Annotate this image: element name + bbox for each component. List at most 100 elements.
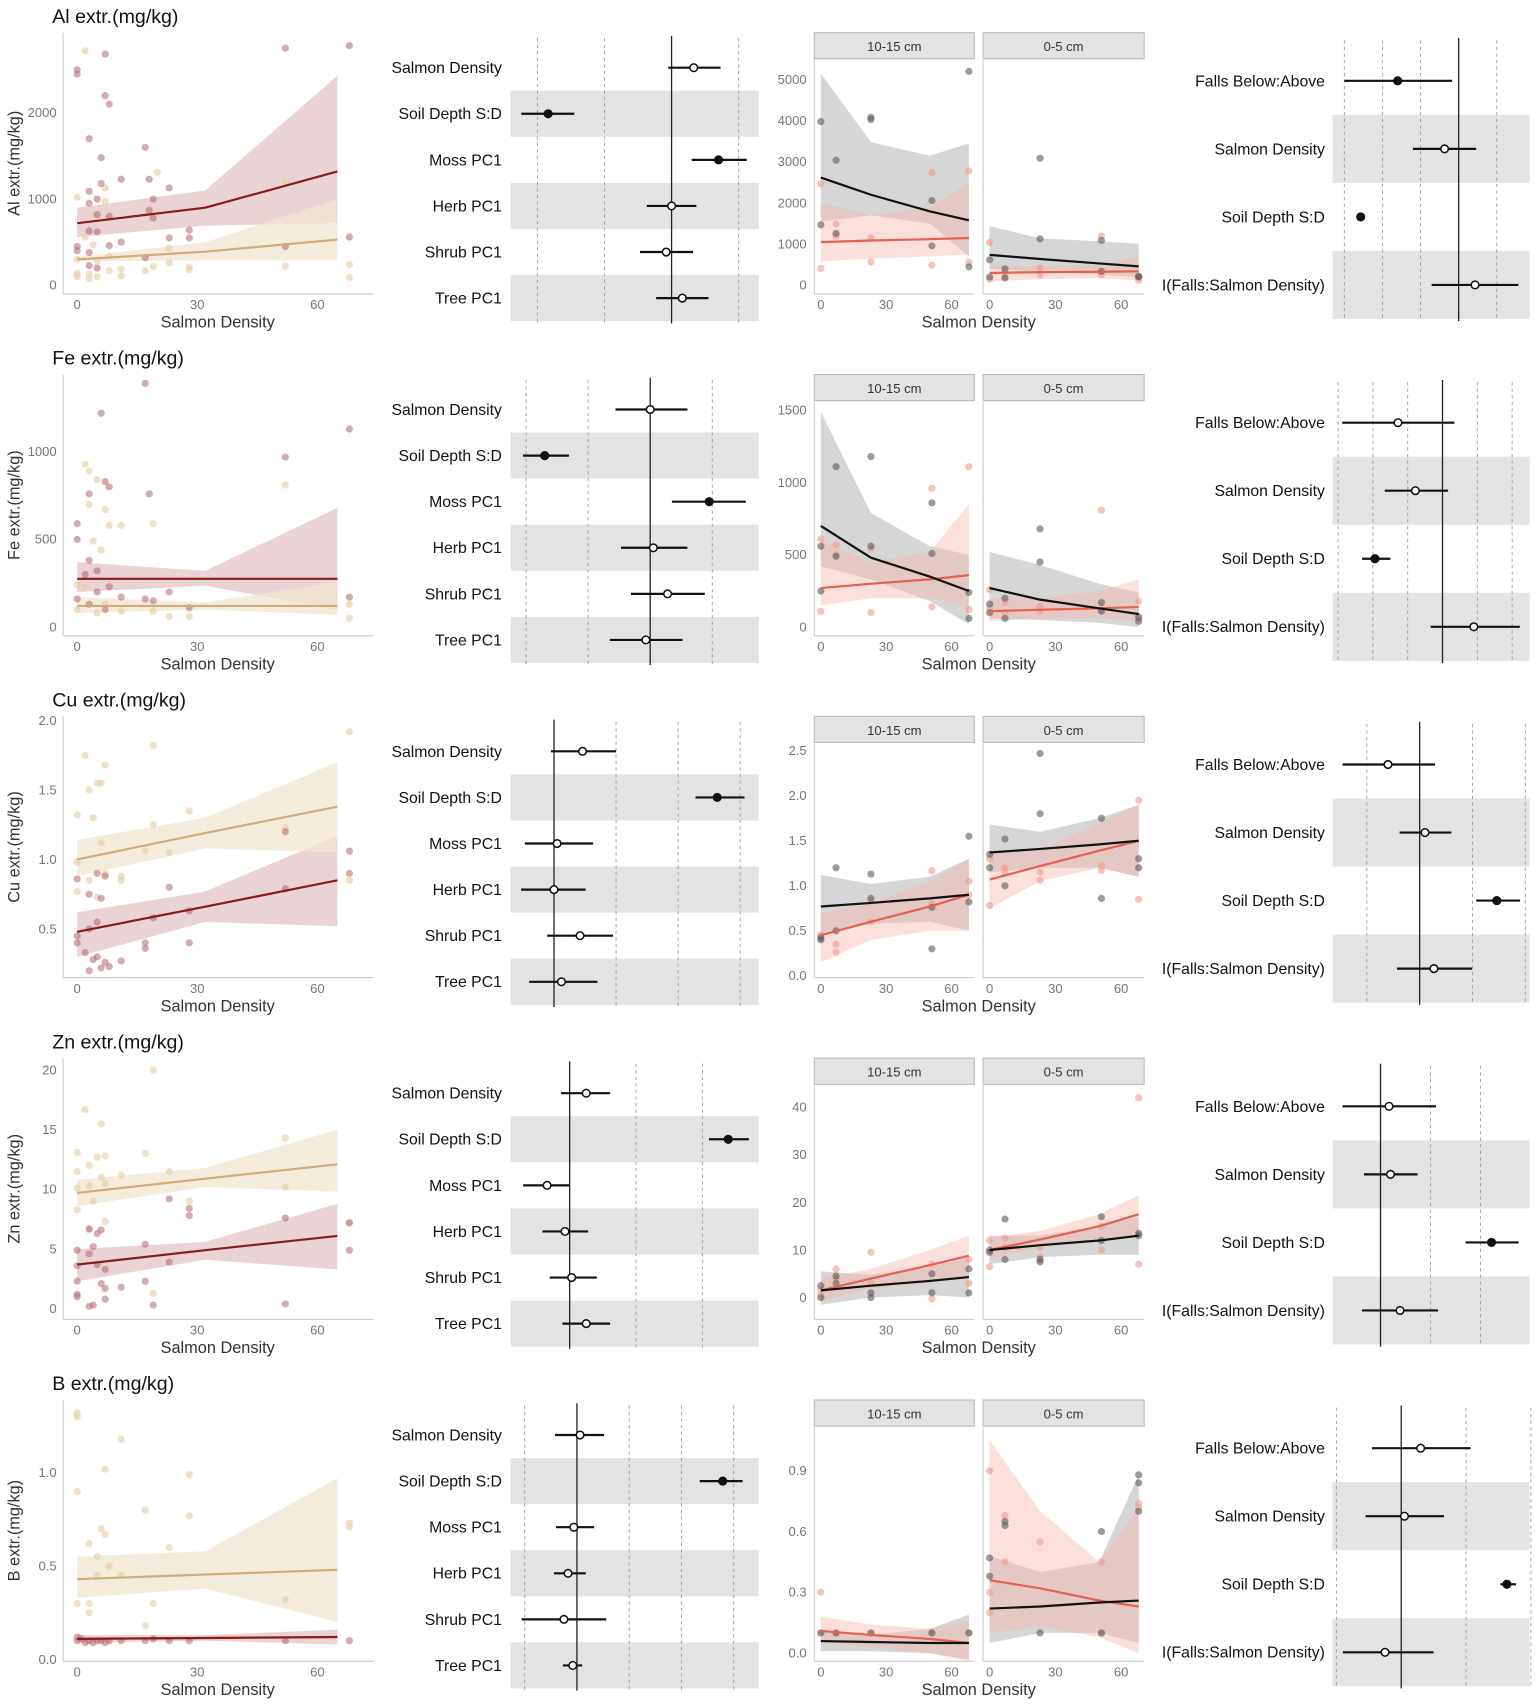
point-tan bbox=[117, 1435, 125, 1443]
point-tan bbox=[165, 259, 173, 267]
estimate-point bbox=[559, 1614, 569, 1624]
fit-line-tan bbox=[76, 805, 338, 861]
x-tick-label: 0 bbox=[74, 1323, 81, 1338]
point-pink bbox=[986, 1588, 994, 1596]
facet-strip-label: 0-5 cm bbox=[1044, 723, 1084, 738]
x-tick-label: 30 bbox=[190, 1323, 205, 1338]
facet-strip bbox=[982, 1399, 1145, 1427]
estimate-point bbox=[569, 1522, 579, 1532]
point-grey bbox=[1001, 882, 1009, 890]
y-tick-label: 3000 bbox=[778, 154, 807, 169]
y-tick-label: 5 bbox=[49, 1241, 56, 1256]
y-tick-label: 10 bbox=[42, 1182, 57, 1197]
x-axis-label: Salmon Density bbox=[161, 1681, 276, 1699]
point-tan bbox=[81, 47, 89, 55]
point-tan bbox=[73, 1184, 81, 1192]
fit-line-tan bbox=[77, 238, 338, 261]
estimate-point bbox=[641, 635, 651, 645]
point-tan bbox=[345, 614, 353, 622]
ribbon-salmon bbox=[820, 504, 969, 609]
x-tick-label: 60 bbox=[944, 297, 959, 312]
estimate-point bbox=[661, 247, 671, 257]
x-tick-label: 60 bbox=[310, 981, 325, 996]
point-red bbox=[185, 1212, 193, 1220]
facet-strip bbox=[813, 373, 975, 402]
term-label: Soil Depth S:D bbox=[1221, 893, 1324, 910]
point-red bbox=[141, 379, 149, 388]
point-grey bbox=[867, 453, 875, 461]
estimate-point bbox=[575, 931, 585, 941]
estimate-point bbox=[1492, 896, 1502, 906]
point-grey bbox=[965, 1289, 973, 1297]
term-label: Herb PC1 bbox=[433, 1224, 502, 1241]
x-tick-label: 0 bbox=[986, 981, 993, 996]
term-label: Herb PC1 bbox=[433, 198, 502, 215]
y-axis-label: Fe extr.(mg/kg) bbox=[6, 450, 24, 560]
estimate-point bbox=[549, 885, 559, 895]
point-tan bbox=[73, 1148, 81, 1157]
point-red bbox=[105, 583, 113, 591]
fit-line-red bbox=[77, 1234, 338, 1266]
x-tick-label: 0 bbox=[74, 1665, 81, 1680]
row-0: Al extr.(mg/kg) 0 1000 2000 0 30 60 Salmon Dens… bbox=[6, 6, 1530, 332]
fit-line-red bbox=[77, 170, 338, 225]
point-grey bbox=[1001, 835, 1009, 843]
term-label: Salmon Density bbox=[391, 1086, 502, 1103]
point-red bbox=[281, 1214, 289, 1222]
term-label: Falls Below:Above bbox=[1195, 1441, 1325, 1458]
point-grey bbox=[1097, 814, 1106, 822]
point-grey bbox=[928, 1289, 936, 1297]
y-axis-label: B extr.(mg/kg) bbox=[6, 1480, 24, 1582]
point-red bbox=[85, 135, 93, 143]
x-tick-label: 60 bbox=[310, 1665, 325, 1680]
point-grey bbox=[1135, 1479, 1143, 1487]
point-pink bbox=[965, 1255, 973, 1264]
point-pink bbox=[928, 261, 936, 269]
y-tick-label: 0.6 bbox=[789, 1524, 807, 1539]
point-pink bbox=[1036, 876, 1044, 884]
point-grey bbox=[965, 263, 973, 271]
point-tan bbox=[281, 1183, 289, 1191]
point-red bbox=[185, 939, 193, 947]
y-tick-label: 10 bbox=[792, 1242, 807, 1257]
fit-line-black bbox=[820, 893, 969, 908]
point-grey bbox=[817, 587, 825, 595]
term-label: Soil Depth S:D bbox=[1221, 1235, 1324, 1252]
point-red bbox=[101, 477, 109, 486]
point-red bbox=[345, 425, 353, 433]
x-tick-label: 60 bbox=[1114, 1665, 1129, 1680]
point-pink bbox=[965, 463, 973, 471]
x-tick-label: 60 bbox=[1114, 1323, 1129, 1338]
point-red bbox=[73, 247, 81, 255]
fit-line-black bbox=[989, 1599, 1139, 1610]
fit-line-red bbox=[77, 1635, 338, 1640]
x-tick-label: 60 bbox=[310, 1323, 325, 1338]
point-pink bbox=[928, 168, 936, 177]
point-grey bbox=[965, 1265, 973, 1273]
ribbon-grey bbox=[820, 858, 969, 936]
term-label: Salmon Density bbox=[1214, 141, 1325, 158]
point-pink bbox=[1097, 1558, 1106, 1566]
estimate-point bbox=[1395, 1305, 1405, 1316]
point-red bbox=[105, 100, 113, 108]
fit-line-black bbox=[820, 1276, 970, 1292]
point-tan bbox=[85, 500, 93, 508]
term-label: Moss PC1 bbox=[429, 494, 502, 511]
point-red bbox=[93, 953, 101, 961]
point-pink bbox=[867, 1248, 875, 1256]
point-red bbox=[73, 939, 81, 947]
term-label: Salmon Density bbox=[391, 60, 502, 77]
point-tan bbox=[345, 1523, 353, 1531]
point-grey bbox=[832, 864, 840, 872]
fit-line-red bbox=[76, 879, 338, 933]
point-tan bbox=[73, 255, 81, 264]
point-red bbox=[281, 44, 289, 52]
y-tick-label: 1000 bbox=[778, 237, 807, 252]
point-tan bbox=[149, 262, 157, 270]
point-grey bbox=[986, 1572, 994, 1580]
point-tan bbox=[81, 751, 89, 759]
row-band bbox=[510, 275, 759, 322]
point-tan bbox=[153, 168, 161, 176]
